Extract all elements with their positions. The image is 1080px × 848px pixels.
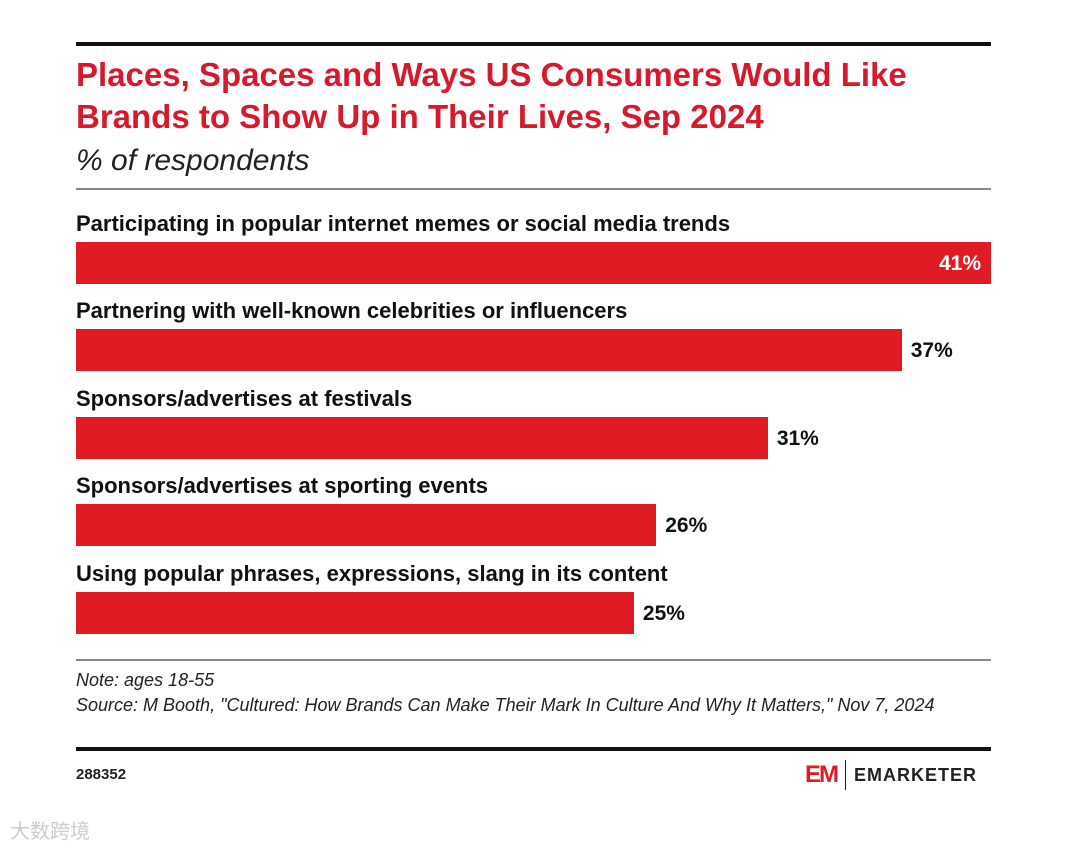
category-label: Sponsors/advertises at festivals — [76, 386, 413, 411]
bar — [76, 329, 902, 371]
category-label: Participating in popular internet memes … — [76, 211, 731, 236]
value-label: 25% — [642, 602, 685, 625]
header-rule — [76, 188, 991, 190]
bar — [76, 504, 657, 546]
chart-subtitle: % of respondents — [76, 144, 310, 177]
chart-id: 288352 — [76, 766, 127, 783]
value-label: 31% — [776, 427, 819, 450]
value-label: 26% — [665, 514, 708, 537]
category-label: Sponsors/advertises at sporting events — [76, 473, 489, 498]
logo-brand: EMARKETER — [854, 764, 978, 785]
note-text: Note: ages 18-55 — [76, 670, 215, 690]
source-text: Source: M Booth, "Cultured: How Brands C… — [76, 695, 935, 715]
watermark: 大数跨境 — [10, 821, 90, 843]
bar — [76, 417, 768, 459]
emarketer-logo: EM EMARKETER — [805, 760, 977, 790]
logo-divider — [845, 760, 846, 790]
chart-title: Places, Spaces and Ways US Consumers Wou… — [76, 56, 907, 135]
footer-rule — [76, 659, 991, 661]
logo-mark: EM — [805, 761, 839, 788]
top-rule — [76, 42, 991, 46]
bottom-rule — [76, 747, 991, 751]
bar — [76, 592, 634, 634]
bar — [76, 242, 991, 284]
category-label: Partnering with well-known celebrities o… — [76, 298, 628, 323]
category-label: Using popular phrases, expressions, slan… — [76, 561, 668, 586]
value-label: 41% — [939, 252, 982, 275]
value-label: 37% — [910, 339, 953, 362]
